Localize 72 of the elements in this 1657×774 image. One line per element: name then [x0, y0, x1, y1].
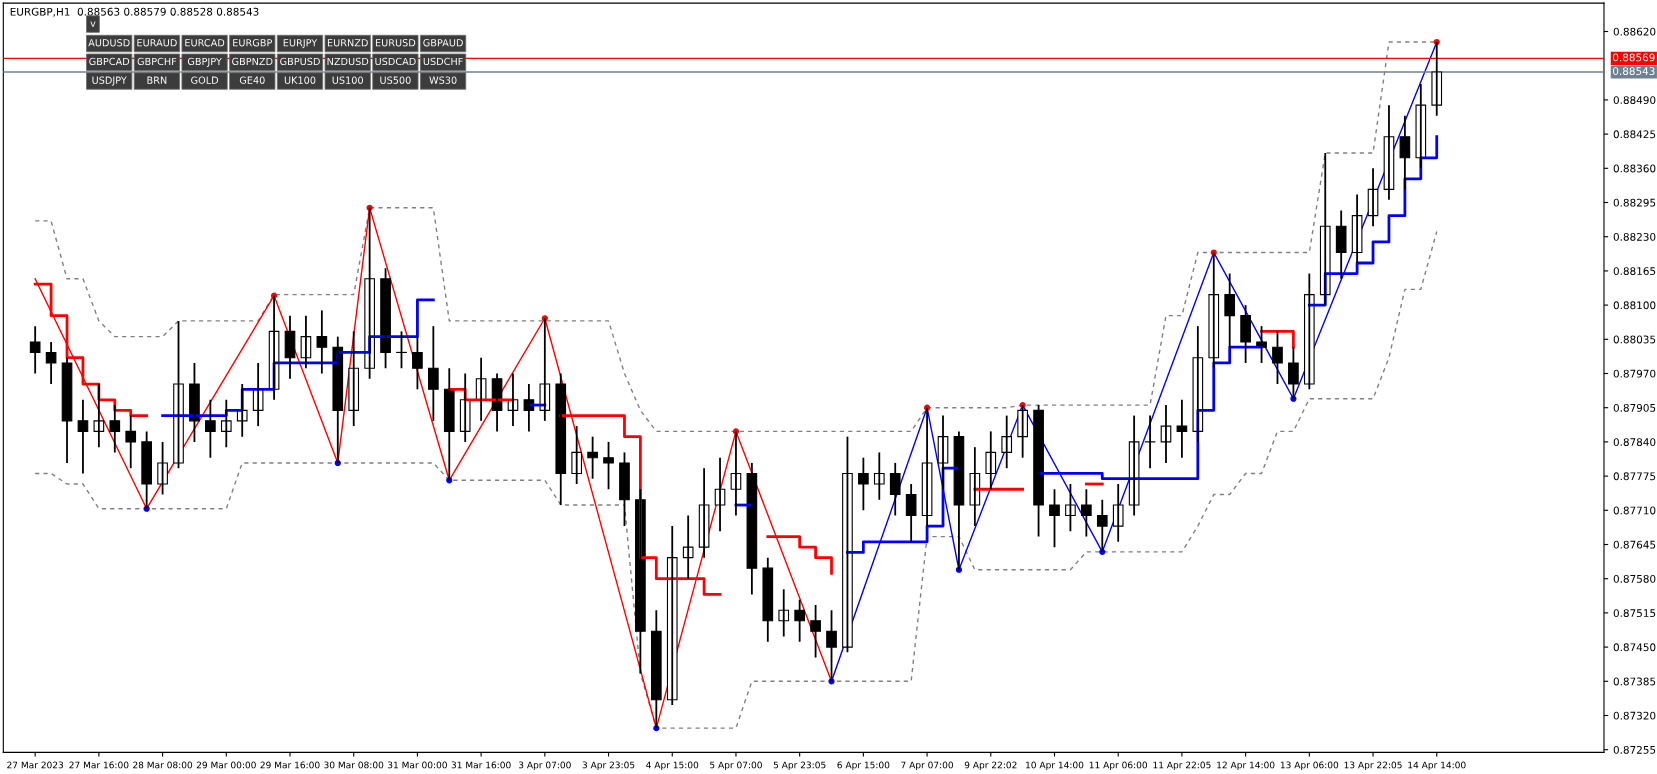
y-tick-label: 0.87580 — [1613, 574, 1656, 583]
annotation: GBPCHF — [137, 57, 177, 66]
annotation: EURUSD — [375, 39, 416, 47]
x-tick-label: 30 Mar 08:00 — [324, 761, 384, 769]
annotation: EURJPY — [283, 39, 318, 49]
y-tick-label: 0.87840 — [1613, 438, 1656, 447]
x-tick-label: 10 Apr 14:00 — [1026, 761, 1084, 771]
annotation: US500 — [380, 76, 411, 84]
y-tick-label: 0.87385 — [1613, 677, 1656, 686]
annotation: GBPJPY — [187, 57, 222, 67]
annotation: GE40 — [239, 76, 265, 84]
x-tick-label: 9 Apr 22:02 — [964, 761, 1017, 771]
y-tick-label: 0.88295 — [1613, 198, 1656, 207]
y-tick-label: 0.88425 — [1613, 130, 1656, 139]
x-tick-label: 31 Mar 00:00 — [387, 761, 447, 769]
annotation: USDCAD — [375, 57, 416, 66]
x-tick-label: 29 Mar 16:00 — [260, 761, 320, 769]
y-tick-label: 0.87710 — [1613, 506, 1656, 515]
x-tick-label: 27 Mar 2023 — [7, 761, 64, 769]
annotation: BRN — [147, 76, 167, 84]
y-tick-label: 0.87905 — [1613, 403, 1656, 412]
annotation: GBPUSD — [280, 57, 320, 66]
x-tick-label: 13 Apr 06:00 — [1280, 761, 1339, 771]
x-tick-label: 4 Apr 15:00 — [646, 761, 699, 771]
annotation: EURAUD — [137, 39, 177, 47]
x-tick-label: 11 Apr 06:00 — [1089, 761, 1148, 771]
y-tick-label: 0.88360 — [1613, 164, 1656, 173]
y-tick-label: 0.88100 — [1613, 301, 1656, 310]
x-tick-label: 27 Mar 16:00 — [69, 761, 129, 769]
annotation: WS30 — [429, 76, 457, 84]
annotation: GBPNZD — [232, 57, 273, 66]
ref-line-label: 0.88569 — [1613, 53, 1655, 62]
x-tick-label: 29 Mar 00:00 — [196, 761, 256, 769]
annotation: UK100 — [284, 76, 316, 84]
y-tick-label: 0.87320 — [1613, 711, 1656, 720]
y-tick-label: 0.88490 — [1613, 96, 1656, 105]
chart-title: EURGBP,H1 0.88563 0.88579 0.88528 0.88543 — [10, 7, 259, 17]
annotation: AUDUSD — [88, 39, 130, 47]
x-tick-label: 28 Mar 08:00 — [133, 761, 193, 769]
annotation: EURGBP — [233, 39, 273, 47]
y-tick-label: 0.87515 — [1613, 609, 1656, 617]
x-tick-label: 13 Apr 22:05 — [1344, 761, 1402, 771]
x-tick-label: 5 Apr 07:00 — [710, 761, 762, 771]
annotation: GOLD — [191, 76, 219, 84]
annotation: NZDUSD — [327, 57, 369, 66]
annotation: EURCAD — [185, 39, 225, 47]
x-tick-label: 3 Apr 07:00 — [518, 761, 571, 771]
y-tick-label: 0.87775 — [1613, 472, 1656, 481]
annotation: USDCHF — [423, 57, 463, 66]
annotation: US100 — [332, 76, 363, 84]
y-tick-label: 0.87255 — [1613, 745, 1656, 754]
y-tick-label: 0.87450 — [1613, 643, 1656, 652]
x-tick-label: 3 Apr 23:05 — [582, 761, 635, 771]
annotation: GBPAUD — [423, 39, 463, 47]
y-tick-label: 0.88165 — [1613, 267, 1656, 276]
x-tick-label: 31 Mar 16:00 — [451, 761, 511, 769]
x-tick-label: 14 Apr 14:00 — [1408, 761, 1466, 771]
x-tick-label: 6 Apr 15:00 — [837, 761, 890, 771]
y-tick-label: 0.88035 — [1613, 335, 1656, 344]
x-tick-label: 5 Apr 23:05 — [773, 761, 826, 771]
ref-line-label: 0.88543 — [1613, 67, 1655, 76]
annotation: EURNZD — [327, 39, 368, 47]
annotation: USDJPY — [92, 76, 127, 86]
x-tick-label: 7 Apr 07:00 — [901, 761, 954, 771]
x-tick-label: 11 Apr 22:05 — [1153, 761, 1211, 771]
y-tick-label: 0.88230 — [1613, 232, 1656, 241]
annotation: GBPCAD — [89, 57, 130, 66]
annotation: v — [90, 21, 96, 27]
x-tick-label: 12 Apr 14:00 — [1217, 761, 1275, 771]
y-tick-label: 0.87970 — [1613, 369, 1656, 378]
y-tick-label: 0.87645 — [1613, 540, 1656, 549]
y-tick-label: 0.88620 — [1613, 27, 1656, 36]
